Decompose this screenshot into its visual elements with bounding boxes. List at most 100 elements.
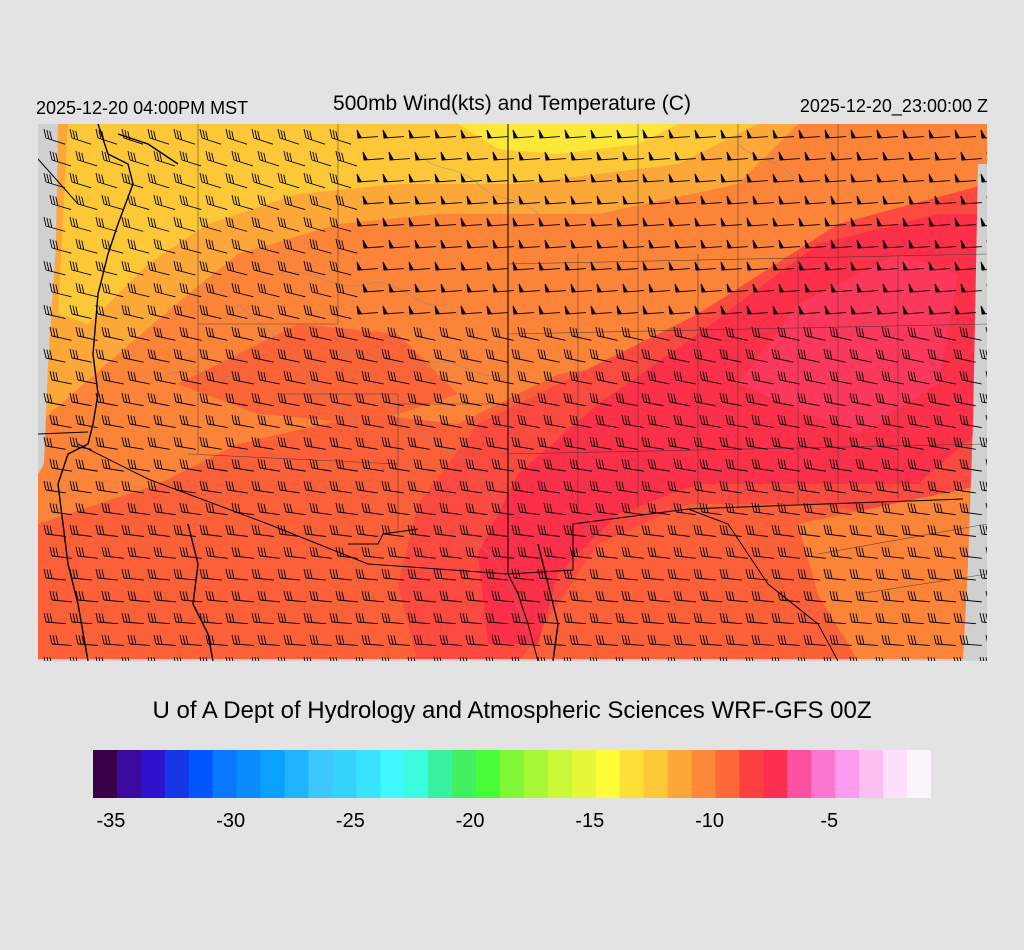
- wind-barb: [414, 239, 436, 249]
- wind-barb: [49, 326, 72, 341]
- wind-barb: [147, 436, 170, 450]
- wind-barb: [720, 305, 742, 315]
- wind-barb: [101, 150, 124, 167]
- wind-barb: [387, 546, 410, 559]
- wind-barb: [69, 260, 92, 276]
- wind-barb: [69, 304, 92, 320]
- wind-barb: [668, 173, 690, 183]
- wind-barb: [382, 173, 404, 183]
- wind-barb: [953, 348, 976, 363]
- wind-barb: [544, 151, 566, 161]
- wind-barb: [75, 458, 98, 472]
- wind-barb: [361, 370, 384, 385]
- wind-barb: [459, 480, 482, 494]
- wind-barb: [537, 524, 560, 537]
- wind-barb: [199, 392, 222, 407]
- wind-barb: [257, 502, 280, 516]
- colorbar-swatch: [667, 750, 693, 798]
- wind-barb: [49, 282, 72, 298]
- wind-barb: [303, 348, 326, 363]
- wind-barb: [439, 634, 462, 646]
- wind-barb: [538, 129, 560, 139]
- wind-barb: [205, 150, 228, 167]
- wind-barb: [693, 480, 716, 494]
- wind-barb: [43, 216, 66, 232]
- wind-barb: [537, 568, 560, 581]
- wind-barb: [725, 458, 748, 472]
- wind-barb: [694, 217, 716, 227]
- wind-barb: [745, 656, 754, 661]
- wind-barb: [856, 239, 878, 249]
- wind-barb: [960, 151, 982, 161]
- wind-barb: [486, 129, 508, 139]
- wind-barb: [101, 238, 124, 254]
- wind-barb: [381, 568, 404, 581]
- colorbar-swatch: [356, 750, 381, 798]
- wind-barb: [803, 326, 826, 341]
- wind-barb: [199, 436, 222, 450]
- wind-barb: [335, 546, 358, 559]
- colorbar-swatch: [452, 750, 477, 798]
- wind-barb: [855, 326, 878, 341]
- wind-barb: [693, 392, 716, 407]
- wind-barb: [121, 348, 144, 363]
- wind-barb: [902, 173, 924, 183]
- wind-barb: [772, 129, 794, 139]
- wind-barb: [283, 458, 306, 472]
- wind-barb: [595, 370, 618, 385]
- wind-barb: [616, 261, 638, 271]
- wind-barb: [101, 326, 124, 341]
- wind-barb: [433, 612, 456, 625]
- wind-barb: [589, 524, 612, 537]
- colorbar-swatch: [284, 750, 309, 798]
- wind-barb: [641, 612, 664, 625]
- wind-barb: [882, 195, 904, 205]
- wind-barb: [778, 151, 800, 161]
- wind-barb: [648, 283, 670, 293]
- wind-barb: [309, 194, 332, 211]
- wind-barb: [849, 436, 872, 450]
- wind-barb: [433, 436, 456, 450]
- wind-barb: [875, 568, 898, 581]
- wind-barb: [407, 612, 430, 625]
- wind-barb: [127, 194, 150, 211]
- wind-barb: [673, 326, 696, 341]
- wind-barb: [512, 261, 534, 271]
- wind-barb: [517, 634, 540, 646]
- wind-barb: [901, 656, 910, 661]
- wind-barb: [49, 414, 72, 428]
- wind-barb: [362, 195, 384, 205]
- wind-barb: [205, 458, 228, 472]
- utc-time-label: 2025-12-20_23:00:00 Z: [799, 96, 988, 116]
- wind-barb: [283, 194, 306, 211]
- wind-barb: [908, 283, 930, 293]
- wind-barb: [881, 414, 904, 428]
- wind-barb: [225, 480, 248, 494]
- wind-barb: [699, 502, 722, 516]
- wind-barb: [648, 195, 670, 205]
- wind-barb: [251, 348, 274, 363]
- wind-barb: [829, 634, 852, 646]
- wind-barb: [876, 217, 898, 227]
- wind-barb: [777, 502, 800, 516]
- wind-barb: [745, 612, 768, 625]
- colorbar-swatch: [116, 750, 142, 798]
- wind-barb: [596, 151, 618, 161]
- wind-barb: [355, 656, 364, 661]
- wind-barb: [590, 305, 612, 315]
- wind-barb: [439, 414, 462, 428]
- wind-barb: [127, 502, 150, 516]
- wind-barb: [751, 590, 774, 603]
- wind-barb: [933, 326, 956, 341]
- wind-barb: [875, 524, 898, 537]
- wind-barb: [121, 216, 144, 232]
- wind-barb: [362, 239, 384, 249]
- wind-barb: [179, 326, 202, 341]
- wind-barb: [329, 612, 352, 625]
- wind-barb: [491, 458, 514, 472]
- wind-barb: [49, 590, 72, 603]
- wind-barb: [382, 261, 404, 271]
- wind-barb: [179, 458, 202, 472]
- colorbar-swatch: [571, 750, 597, 798]
- wind-barb: [589, 656, 598, 661]
